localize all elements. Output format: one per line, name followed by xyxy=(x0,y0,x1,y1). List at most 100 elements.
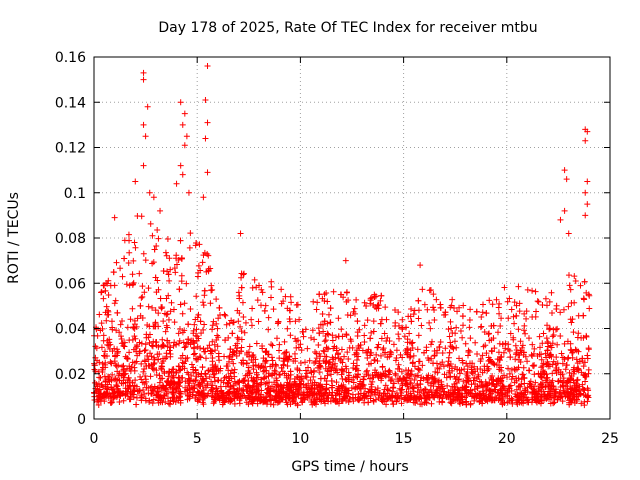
data-point xyxy=(324,298,331,305)
data-point xyxy=(110,269,117,276)
data-point xyxy=(231,392,238,399)
data-point xyxy=(417,381,424,388)
data-point xyxy=(562,393,569,400)
data-point xyxy=(491,345,498,352)
data-point xyxy=(583,333,590,340)
data-point xyxy=(361,322,368,329)
data-point xyxy=(130,279,137,286)
data-point xyxy=(586,292,593,299)
data-point xyxy=(138,393,145,400)
data-point xyxy=(333,379,340,386)
data-point xyxy=(238,274,245,281)
data-point xyxy=(524,286,531,293)
data-point xyxy=(569,354,576,361)
data-point xyxy=(195,335,202,342)
data-point xyxy=(231,400,238,407)
data-point xyxy=(243,360,250,367)
data-point xyxy=(379,363,386,370)
data-point xyxy=(376,389,383,396)
data-point xyxy=(263,367,270,374)
data-point xyxy=(585,370,592,377)
data-point xyxy=(370,374,377,381)
data-point xyxy=(574,376,581,383)
data-point xyxy=(418,395,425,402)
data-point xyxy=(146,189,153,196)
data-point xyxy=(496,366,503,373)
data-point xyxy=(460,322,467,329)
data-point xyxy=(355,391,362,398)
y-axis-label: ROTI / TECUs xyxy=(6,192,22,284)
data-point xyxy=(198,390,205,397)
data-point xyxy=(410,311,417,318)
data-point xyxy=(178,255,185,262)
data-point xyxy=(318,398,325,405)
data-point xyxy=(448,302,455,309)
data-point xyxy=(462,386,469,393)
data-point xyxy=(335,333,342,340)
data-point xyxy=(557,383,564,390)
data-point xyxy=(124,324,131,331)
data-point xyxy=(408,371,415,378)
data-point xyxy=(460,378,467,385)
data-point xyxy=(160,342,167,349)
data-point xyxy=(580,372,587,379)
data-point xyxy=(375,395,382,402)
data-point xyxy=(269,371,276,378)
data-point xyxy=(408,318,415,325)
chart-title: Day 178 of 2025, Rate Of TEC Index for r… xyxy=(158,20,537,36)
data-point xyxy=(259,399,266,406)
data-point xyxy=(570,329,577,336)
data-point xyxy=(522,353,529,360)
data-point xyxy=(163,252,170,259)
data-point xyxy=(365,399,372,406)
data-point xyxy=(311,360,318,367)
data-point xyxy=(529,396,536,403)
data-point xyxy=(248,322,255,329)
data-point xyxy=(479,309,486,316)
data-point xyxy=(506,295,513,302)
data-point xyxy=(138,294,145,301)
data-point xyxy=(341,394,348,401)
data-point xyxy=(581,296,588,303)
data-point xyxy=(328,371,335,378)
data-point xyxy=(202,355,209,362)
data-point xyxy=(306,357,313,364)
data-point xyxy=(513,377,520,384)
data-point xyxy=(544,374,551,381)
data-point xyxy=(342,363,349,370)
data-point xyxy=(505,341,512,348)
data-point xyxy=(477,356,484,363)
data-point xyxy=(112,353,119,360)
data-point xyxy=(553,354,560,361)
data-point xyxy=(382,349,389,356)
data-point xyxy=(158,365,165,372)
data-point xyxy=(303,382,310,389)
data-point xyxy=(152,274,159,281)
data-point xyxy=(476,390,483,397)
data-point xyxy=(308,385,315,392)
data-point xyxy=(229,351,236,358)
data-point xyxy=(418,322,425,329)
data-point xyxy=(119,317,126,324)
data-point xyxy=(390,380,397,387)
data-point xyxy=(214,332,221,339)
data-point xyxy=(124,355,131,362)
data-point xyxy=(457,397,464,404)
data-point xyxy=(407,375,414,382)
data-point xyxy=(447,360,454,367)
data-point xyxy=(571,273,578,280)
data-point xyxy=(118,333,124,340)
data-point xyxy=(404,381,411,388)
data-point xyxy=(430,360,437,367)
data-point xyxy=(378,316,385,323)
data-point xyxy=(197,318,204,325)
data-point xyxy=(258,286,265,293)
data-point xyxy=(268,396,275,403)
data-point xyxy=(390,341,397,348)
data-point xyxy=(383,401,390,408)
data-point xyxy=(538,374,545,381)
data-point xyxy=(451,338,458,345)
data-point xyxy=(270,386,277,393)
data-point xyxy=(287,293,294,300)
data-point xyxy=(352,365,359,372)
